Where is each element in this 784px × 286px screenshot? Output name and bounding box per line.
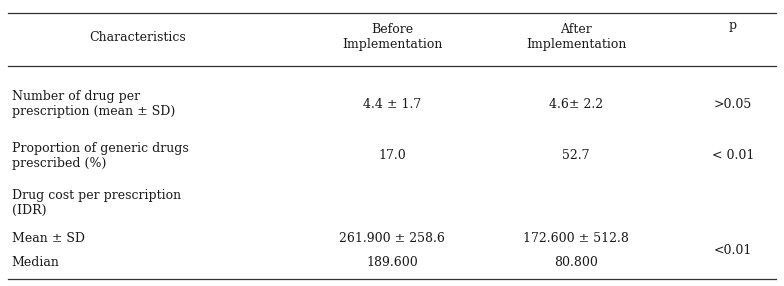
Text: 261.900 ± 258.6: 261.900 ± 258.6: [339, 232, 445, 245]
Text: 80.800: 80.800: [554, 256, 598, 269]
Text: < 0.01: < 0.01: [712, 149, 754, 162]
Text: After
Implementation: After Implementation: [526, 23, 626, 51]
Text: Proportion of generic drugs
prescribed (%): Proportion of generic drugs prescribed (…: [12, 142, 188, 170]
Text: <0.01: <0.01: [714, 244, 752, 257]
Text: Mean ± SD: Mean ± SD: [12, 232, 85, 245]
Text: 172.600 ± 512.8: 172.600 ± 512.8: [523, 232, 630, 245]
Text: Drug cost per prescription
(IDR): Drug cost per prescription (IDR): [12, 189, 181, 217]
Text: >0.05: >0.05: [714, 98, 752, 111]
Text: 4.4 ± 1.7: 4.4 ± 1.7: [363, 98, 421, 111]
Text: 189.600: 189.600: [366, 256, 418, 269]
Text: Median: Median: [12, 256, 60, 269]
Text: Characteristics: Characteristics: [89, 31, 186, 44]
Text: p: p: [729, 19, 737, 32]
Text: 17.0: 17.0: [378, 149, 406, 162]
Text: Number of drug per
prescription (mean ± SD): Number of drug per prescription (mean ± …: [12, 90, 175, 118]
Text: Before
Implementation: Before Implementation: [342, 23, 442, 51]
Text: 4.6± 2.2: 4.6± 2.2: [549, 98, 604, 111]
Text: 52.7: 52.7: [562, 149, 590, 162]
